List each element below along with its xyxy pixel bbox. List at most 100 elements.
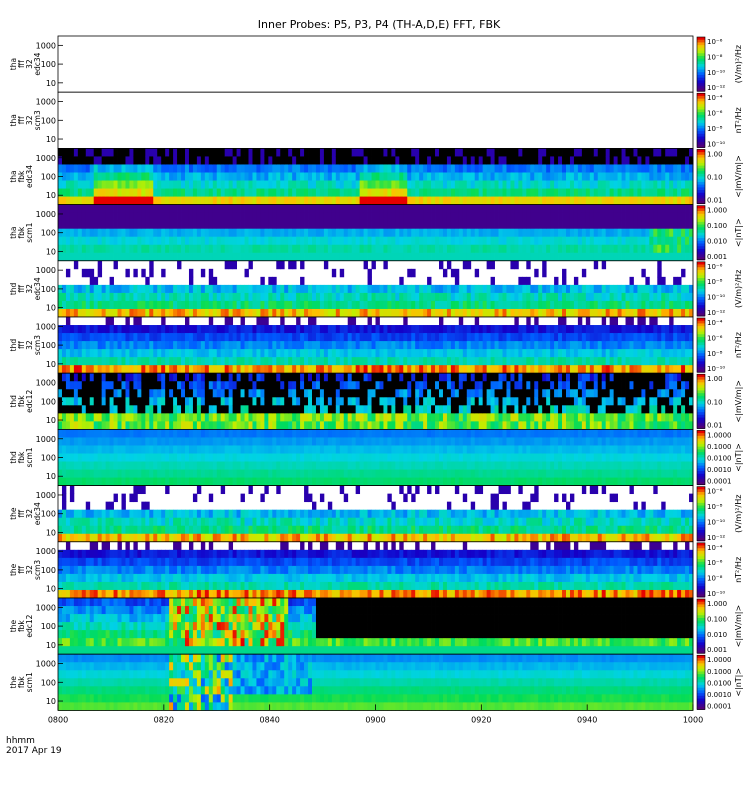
spectrogram-cell bbox=[328, 229, 332, 237]
spectrogram-cell bbox=[118, 405, 122, 413]
spectrogram-cell bbox=[98, 237, 102, 245]
spectrogram-cell bbox=[288, 237, 292, 245]
spectrogram-cell bbox=[610, 172, 614, 180]
spectrogram-cell bbox=[221, 405, 225, 413]
spectrogram-cell bbox=[78, 413, 82, 421]
spectrogram-cell bbox=[245, 405, 249, 413]
spectrogram-cell bbox=[118, 205, 122, 213]
spectrogram-cell bbox=[300, 421, 304, 429]
spectrogram-cell bbox=[399, 197, 403, 205]
spectrogram-cell bbox=[62, 189, 66, 197]
spectrogram-cell bbox=[94, 325, 98, 333]
spectrogram-cell bbox=[141, 285, 145, 293]
spectrogram-cell bbox=[185, 148, 189, 156]
spectrogram-cell bbox=[641, 221, 645, 229]
spectrogram-cell bbox=[391, 325, 395, 333]
spectrogram-cell bbox=[110, 197, 114, 205]
spectrogram-cell bbox=[665, 237, 669, 245]
spectrogram-cell bbox=[590, 365, 594, 373]
spectrogram-cell bbox=[245, 237, 249, 245]
spectrogram-cell bbox=[534, 349, 538, 357]
spectrogram-cell bbox=[308, 413, 312, 421]
spectrogram-cell bbox=[399, 253, 403, 261]
spectrogram-cell bbox=[491, 172, 495, 180]
spectrogram-cell bbox=[443, 293, 447, 301]
spectrogram-cell bbox=[435, 389, 439, 397]
spectrogram-cell bbox=[181, 245, 185, 253]
spectrogram-cell bbox=[284, 197, 288, 205]
spectrogram-cell bbox=[514, 189, 518, 197]
spectrogram-cell bbox=[272, 213, 276, 221]
spectrogram-cell bbox=[618, 309, 622, 317]
spectrogram-cell bbox=[558, 221, 562, 229]
spectrogram-cell bbox=[451, 405, 455, 413]
spectrogram-cell bbox=[415, 245, 419, 253]
spectrogram-cell bbox=[153, 421, 157, 429]
spectrogram-cell bbox=[106, 373, 110, 381]
spectrogram-cell bbox=[622, 172, 626, 180]
spectrogram-cell bbox=[364, 397, 368, 405]
spectrogram-cell bbox=[272, 148, 276, 156]
spectrogram-cell bbox=[332, 333, 336, 341]
spectrogram-cell bbox=[368, 317, 372, 325]
spectrogram-cell bbox=[264, 164, 268, 172]
spectrogram-cell bbox=[514, 221, 518, 229]
spectrogram-cell bbox=[161, 397, 165, 405]
y-tick-label: 10 bbox=[46, 247, 56, 256]
spectrogram-cell bbox=[506, 156, 510, 164]
spectrogram-cell bbox=[685, 293, 689, 301]
spectrogram-cell bbox=[645, 309, 649, 317]
spectrogram-cell bbox=[451, 189, 455, 197]
spectrogram-cell bbox=[364, 381, 368, 389]
spectrogram-cell bbox=[78, 285, 82, 293]
spectrogram-cell bbox=[467, 381, 471, 389]
spectrogram-cell bbox=[221, 333, 225, 341]
spectrogram-cell bbox=[241, 381, 245, 389]
spectrogram-cell bbox=[510, 341, 514, 349]
spectrogram-cell bbox=[256, 333, 260, 341]
spectrogram-cell bbox=[566, 333, 570, 341]
spectrogram-cell bbox=[681, 253, 685, 261]
colorbar-tick-label: 10⁻⁶ bbox=[707, 263, 723, 271]
spectrogram-cell bbox=[590, 341, 594, 349]
spectrogram-cell bbox=[510, 301, 514, 309]
spectrogram-cell bbox=[546, 181, 550, 189]
spectrogram-cell bbox=[379, 245, 383, 253]
spectrogram-cell bbox=[98, 349, 102, 357]
spectrogram-cell bbox=[78, 421, 82, 429]
spectrogram-cell bbox=[141, 293, 145, 301]
spectrogram-cell bbox=[94, 156, 98, 164]
spectrogram-cell bbox=[74, 349, 78, 357]
spectrogram-cell bbox=[344, 148, 348, 156]
spectrogram-cell bbox=[455, 229, 459, 237]
spectrogram-cell bbox=[614, 213, 618, 221]
spectrogram-cell bbox=[677, 325, 681, 333]
spectrogram-cell bbox=[427, 172, 431, 180]
spectrogram-cell bbox=[102, 349, 106, 357]
spectrogram-cell bbox=[614, 333, 618, 341]
spectrogram-cell bbox=[514, 293, 518, 301]
spectrogram-cell bbox=[280, 293, 284, 301]
spectrogram-cell bbox=[125, 189, 129, 197]
spectrogram-cell bbox=[590, 205, 594, 213]
spectrogram-cell bbox=[598, 245, 602, 253]
spectrogram-cell bbox=[141, 213, 145, 221]
spectrogram-cell bbox=[225, 293, 229, 301]
spectrogram-cell bbox=[332, 164, 336, 172]
spectrogram-cell bbox=[510, 245, 514, 253]
spectrogram-cell bbox=[336, 325, 340, 333]
spectrogram-cell bbox=[614, 164, 618, 172]
spectrogram-cell bbox=[189, 389, 193, 397]
spectrogram-cell bbox=[661, 293, 665, 301]
spectrogram-cell bbox=[677, 245, 681, 253]
spectrogram-cell bbox=[86, 253, 90, 261]
spectrogram-cell bbox=[506, 301, 510, 309]
spectrogram-cell bbox=[475, 205, 479, 213]
spectrogram-cell bbox=[193, 197, 197, 205]
spectrogram-cell bbox=[340, 205, 344, 213]
spectrogram-cell bbox=[82, 245, 86, 253]
spectrogram-cell bbox=[229, 148, 233, 156]
spectrogram-cell bbox=[376, 156, 380, 164]
spectrogram-cell bbox=[487, 237, 491, 245]
spectrogram-cell bbox=[157, 189, 161, 197]
